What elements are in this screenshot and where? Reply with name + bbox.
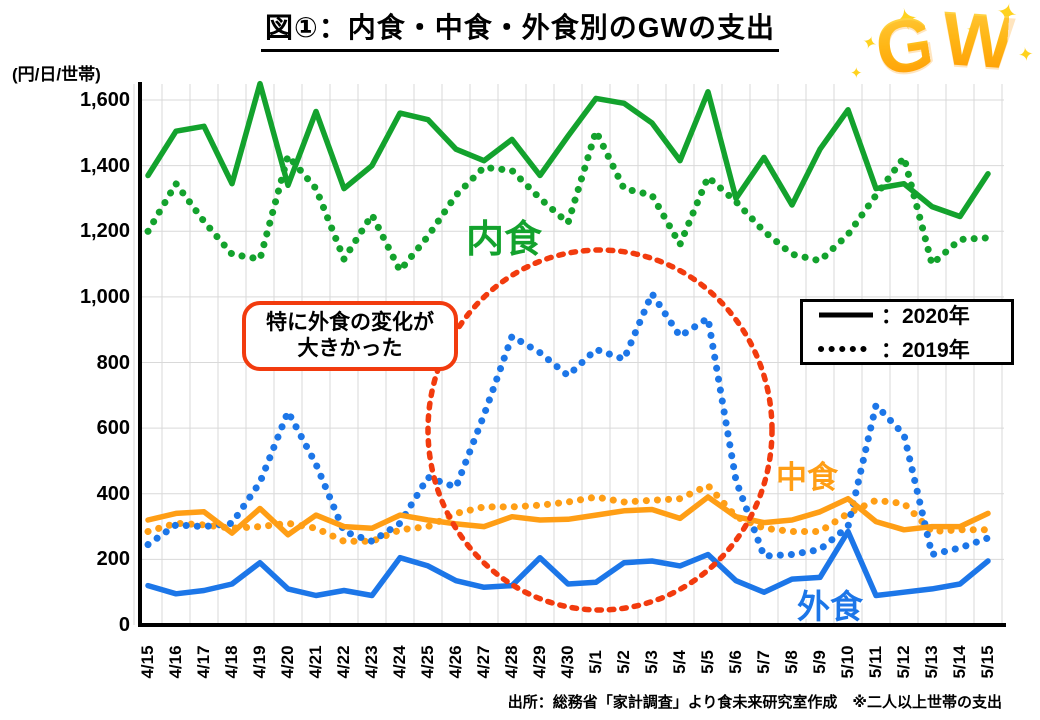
x-tick-label-5-8: 5/8 (782, 650, 801, 674)
x-tick-label-5-14: 5/14 (950, 645, 969, 679)
annotation-callout: 特に外食の変化が 大きかった (242, 301, 458, 371)
horizontal-gridlines (140, 99, 1004, 560)
y-tick-label-400: 400 (96, 482, 130, 505)
y-tick-label-800: 800 (96, 351, 130, 374)
gw-logo-letter-w: W (940, 0, 1011, 88)
solid-line-sample-icon (819, 312, 873, 318)
x-tick-label-4-23: 4/23 (362, 645, 381, 679)
title-wrap: 図①：内食・中食・外食別のGWの支出 (0, 6, 1040, 52)
x-tick-label-4-20: 4/20 (278, 645, 297, 679)
x-tick-label-5-3: 5/3 (642, 650, 661, 674)
source-note: 出所：総務省「家計調査」より食未来研究室作成 ※二人以上世帯の支出 (507, 694, 1002, 711)
x-tick-label-4-27: 4/27 (474, 645, 493, 679)
line-gaishoku-2020 (145, 528, 991, 599)
y-tick-label-1000: 1,000 (79, 285, 130, 308)
y-axis-unit-label: (円/日/世帯) (12, 65, 101, 84)
y-tick-label-0: 0 (118, 614, 130, 636)
x-tick-label-5-15: 5/15 (978, 645, 997, 679)
gw-logo-text: G W (870, 0, 1011, 93)
line-chushoku-2019 (144, 482, 992, 545)
annotation-line1: 特に外食の変化が (266, 311, 434, 334)
annotation-line2: 大きかった (297, 337, 403, 360)
dotted-line-sample-icon (818, 346, 875, 352)
x-tick-label-4-17: 4/17 (194, 645, 213, 679)
x-tick-label-5-7: 5/7 (754, 650, 773, 674)
sparkle-icon: ✦ (966, 22, 978, 36)
x-tick-label-4-25: 4/25 (418, 645, 437, 679)
x-tick-label-4-21: 4/21 (306, 645, 325, 679)
x-tick-label-5-11: 5/11 (866, 645, 885, 679)
series-label-naishoku: 内食 (466, 219, 543, 261)
line-naishoku-2019 (144, 127, 992, 275)
legend: ：2020年 ：2019年 (800, 299, 1014, 365)
line-naishoku-2020 (145, 80, 991, 220)
x-tick-label-4-30: 4/30 (558, 645, 577, 679)
x-tick-label-5-4: 5/4 (670, 650, 689, 674)
x-tick-label-4-22: 4/22 (334, 645, 353, 679)
series-label-chushoku: 中食 (776, 460, 838, 495)
gw-logo: ✦ ✦ ✦ ✦ ✦ ✦ G W (848, 0, 1040, 96)
x-tick-label-5-5: 5/5 (698, 650, 717, 674)
x-tick-label-5-6: 5/6 (726, 650, 745, 674)
legend-row-2019: ：2019年 (817, 334, 1011, 364)
y-tick-label-1200: 1,200 (79, 220, 130, 243)
x-tick-label-4-24: 4/24 (390, 645, 409, 679)
gw-logo-letter-g: G (869, 0, 935, 96)
highlight-circle (425, 247, 775, 613)
sparkle-icon: ✦ (1016, 43, 1036, 68)
x-tick-label-4-18: 4/18 (222, 645, 241, 679)
page-title: 図①：内食・中食・外食別のGWの支出 (261, 6, 779, 52)
sparkle-icon: ✦ (850, 65, 863, 82)
line-gaishoku-2019 (144, 290, 992, 560)
x-tick-label-5-9: 5/9 (810, 650, 829, 674)
y-tick-label-200: 200 (96, 548, 130, 571)
x-tick-label-5-13: 5/13 (922, 645, 941, 679)
x-tick-label-4-26: 4/26 (446, 645, 465, 679)
series-label-gaishoku: 外食 (797, 588, 863, 625)
legend-label-2020: ：2020年 (881, 305, 970, 328)
x-tick-label-5-2: 5/2 (614, 650, 633, 674)
y-tick-label-1400: 1,400 (79, 154, 130, 177)
y-tick-label-600: 600 (96, 417, 130, 440)
x-tick-label-4-28: 4/28 (502, 645, 521, 679)
x-tick-label-4-19: 4/19 (250, 645, 269, 679)
y-tick-label-1600: 1,600 (79, 89, 130, 111)
x-tick-label-4-15: 4/15 (138, 645, 157, 679)
legend-row-2020: ：2020年 (817, 300, 1011, 330)
x-tick-label-5-10: 5/10 (838, 645, 857, 679)
line-chushoku-2020 (145, 494, 991, 538)
x-tick-label-4-29: 4/29 (530, 645, 549, 679)
x-tick-label-4-16: 4/16 (166, 645, 185, 679)
legend-label-2019: ：2019年 (881, 339, 970, 362)
x-tick-label-5-12: 5/12 (894, 645, 913, 679)
x-tick-label-5-1: 5/1 (586, 650, 605, 674)
